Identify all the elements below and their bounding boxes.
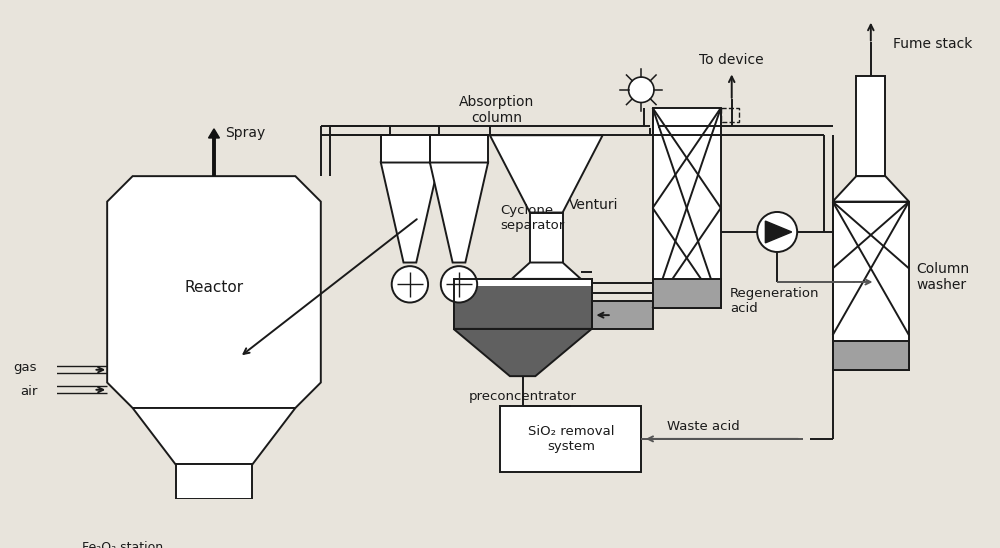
Polygon shape — [512, 262, 581, 279]
Circle shape — [189, 501, 239, 548]
Bar — [856, 76, 885, 176]
Circle shape — [629, 77, 654, 102]
Circle shape — [392, 266, 428, 302]
Bar — [381, 135, 439, 163]
Text: Column
washer: Column washer — [916, 262, 969, 293]
Polygon shape — [209, 129, 219, 138]
Polygon shape — [107, 176, 321, 408]
Text: preconcentrator: preconcentrator — [469, 390, 577, 403]
Circle shape — [757, 212, 797, 252]
Bar — [833, 341, 909, 370]
Text: Absorption
column: Absorption column — [459, 95, 534, 125]
Polygon shape — [454, 329, 592, 376]
Polygon shape — [430, 163, 488, 262]
Circle shape — [441, 266, 477, 302]
Text: Regeneration
acid: Regeneration acid — [730, 287, 819, 315]
Polygon shape — [490, 135, 603, 213]
Bar — [430, 135, 488, 163]
Bar — [500, 406, 641, 472]
Text: Spray: Spray — [225, 125, 265, 140]
Polygon shape — [765, 221, 792, 243]
Bar — [176, 464, 252, 499]
Text: Waste acid: Waste acid — [667, 420, 739, 433]
Text: gas: gas — [14, 362, 37, 374]
Text: To device: To device — [699, 53, 764, 67]
Bar — [721, 108, 739, 122]
Bar — [454, 287, 592, 329]
Bar — [653, 108, 721, 308]
Text: Fume stack: Fume stack — [893, 37, 972, 52]
Bar — [833, 202, 909, 370]
Polygon shape — [833, 176, 909, 202]
Bar — [653, 279, 721, 308]
Bar — [454, 279, 592, 329]
Text: Venturi: Venturi — [569, 198, 618, 212]
Bar — [454, 279, 592, 329]
Text: air: air — [20, 385, 37, 398]
Polygon shape — [381, 163, 439, 262]
Text: SiO₂ removal
system: SiO₂ removal system — [528, 425, 614, 453]
Text: Reactor: Reactor — [184, 280, 244, 295]
Text: Cyclone
separator: Cyclone separator — [500, 203, 564, 231]
Text: Fe₂O₃ station: Fe₂O₃ station — [82, 541, 163, 548]
Bar — [592, 301, 653, 329]
Polygon shape — [133, 408, 295, 464]
Bar — [530, 213, 563, 262]
